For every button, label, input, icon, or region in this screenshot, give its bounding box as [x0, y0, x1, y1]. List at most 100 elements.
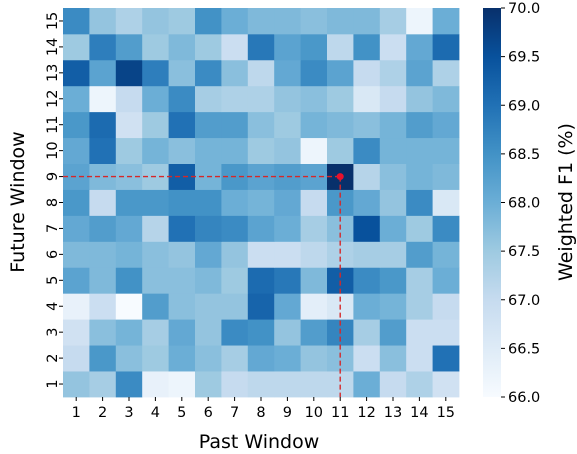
heatmap-cell [168, 371, 196, 398]
heatmap-cell [168, 137, 196, 164]
heatmap-cell [142, 33, 169, 61]
heatmap-cell [300, 59, 328, 87]
heatmap-cell [327, 59, 354, 87]
heatmap-cell [300, 137, 328, 164]
heatmap-cell [327, 33, 354, 61]
heatmap-cell [195, 293, 222, 320]
heatmap-cell [432, 189, 460, 216]
heatmap-cell [115, 345, 143, 372]
y-tick-label: 15 [45, 12, 61, 30]
colorbar-tick-label: 66.5 [508, 341, 540, 357]
heatmap-cell [247, 33, 275, 61]
heatmap-cell [195, 319, 222, 346]
heatmap-cell [432, 293, 460, 320]
heatmap-cell [89, 293, 117, 320]
heatmap-cell [195, 59, 222, 87]
heatmap-cell [274, 8, 301, 35]
y-tick-label: 14 [45, 38, 61, 56]
heatmap-cell [379, 111, 407, 139]
heatmap-cell [168, 33, 196, 61]
heatmap-cell [63, 241, 90, 268]
heatmap-cell [353, 319, 381, 346]
heatmap-cell [168, 59, 196, 87]
heatmap-cell [63, 8, 90, 35]
heatmap-cell [247, 8, 275, 35]
heatmap-cell [142, 319, 169, 346]
highlight-overlay [63, 173, 344, 397]
heatmap-cell [221, 189, 249, 216]
heatmap-cell [327, 241, 354, 268]
heatmap-cell [327, 8, 354, 35]
heatmap-cell [142, 215, 169, 242]
x-tick-label: 10 [305, 405, 323, 421]
heatmap-cell [247, 215, 275, 242]
heatmap-cell [300, 33, 328, 61]
heatmap-cell [168, 8, 196, 35]
heatmap-cell [89, 215, 117, 242]
heatmap-cell [432, 33, 460, 61]
heatmap-cell [63, 319, 90, 346]
colorbar: 66.0 66.5 67.0 67.5 68.0 68.5 69.0 69.5 70.0 [483, 1, 540, 406]
heatmap-cell [89, 85, 117, 113]
colorbar-tick-label: 70.0 [508, 1, 540, 17]
heatmap-cell [63, 59, 90, 87]
heatmap-cell [379, 33, 407, 61]
heatmap-cell [327, 85, 354, 113]
heatmap-cell [432, 345, 460, 372]
x-tick-label: 7 [230, 405, 239, 421]
heatmap-cell [221, 293, 249, 320]
heatmap-cell [300, 8, 328, 35]
heatmap-cell [115, 85, 143, 113]
heatmap-cell [406, 241, 433, 268]
heatmap-cell [168, 267, 196, 294]
y-tick-label: 2 [45, 353, 61, 362]
heatmap-cell [379, 293, 407, 320]
heatmap-cell [274, 293, 301, 320]
heatmap-cell [274, 59, 301, 87]
heatmap-cell [432, 371, 460, 398]
heatmap-cell [300, 319, 328, 346]
heatmap-cell [379, 59, 407, 87]
heatmap-cell [115, 189, 143, 216]
heatmap-cell [63, 293, 90, 320]
heatmap-cell [432, 319, 460, 346]
y-tick-label: 12 [45, 90, 61, 108]
heatmap-cell [195, 33, 222, 61]
heatmap-cell [221, 111, 249, 139]
heatmap-cell [195, 241, 222, 268]
heatmap-cell [432, 267, 460, 294]
heatmap-cell [353, 241, 381, 268]
heatmap-cell [89, 8, 117, 35]
colorbar-ticks: 66.0 66.5 67.0 67.5 68.0 68.5 69.0 69.5 70.0 [501, 1, 540, 406]
heatmap-cell [168, 111, 196, 139]
heatmap-cell [379, 319, 407, 346]
heatmap-cell [115, 215, 143, 242]
heatmap-cell [247, 241, 275, 268]
heatmap-cell [168, 293, 196, 320]
heatmap-cell [406, 85, 433, 113]
heatmap-cell [168, 163, 196, 190]
heatmap-cell [379, 163, 407, 190]
heatmap-cell [432, 215, 460, 242]
x-tick-label: 14 [410, 405, 428, 421]
heatmap-cell [195, 371, 222, 398]
heatmap-cell [406, 33, 433, 61]
heatmap-cell [274, 267, 301, 294]
heatmap-cells [63, 8, 460, 398]
x-tick-label: 5 [177, 405, 186, 421]
heatmap-cell [115, 33, 143, 61]
heatmap-cell [115, 319, 143, 346]
heatmap-cell [406, 111, 433, 139]
heatmap-cell [115, 267, 143, 294]
heatmap-cell [89, 33, 117, 61]
heatmap-cell [168, 241, 196, 268]
heatmap-cell [142, 137, 169, 164]
heatmap-cell [406, 59, 433, 87]
heatmap-cell [300, 111, 328, 139]
heatmap-cell [379, 241, 407, 268]
heatmap-cell [195, 111, 222, 139]
heatmap-cell [89, 137, 117, 164]
heatmap-cell [300, 371, 328, 398]
x-axis-ticks: 1 2 3 4 5 6 7 8 9 10 11 12 13 14 15 [72, 397, 455, 421]
